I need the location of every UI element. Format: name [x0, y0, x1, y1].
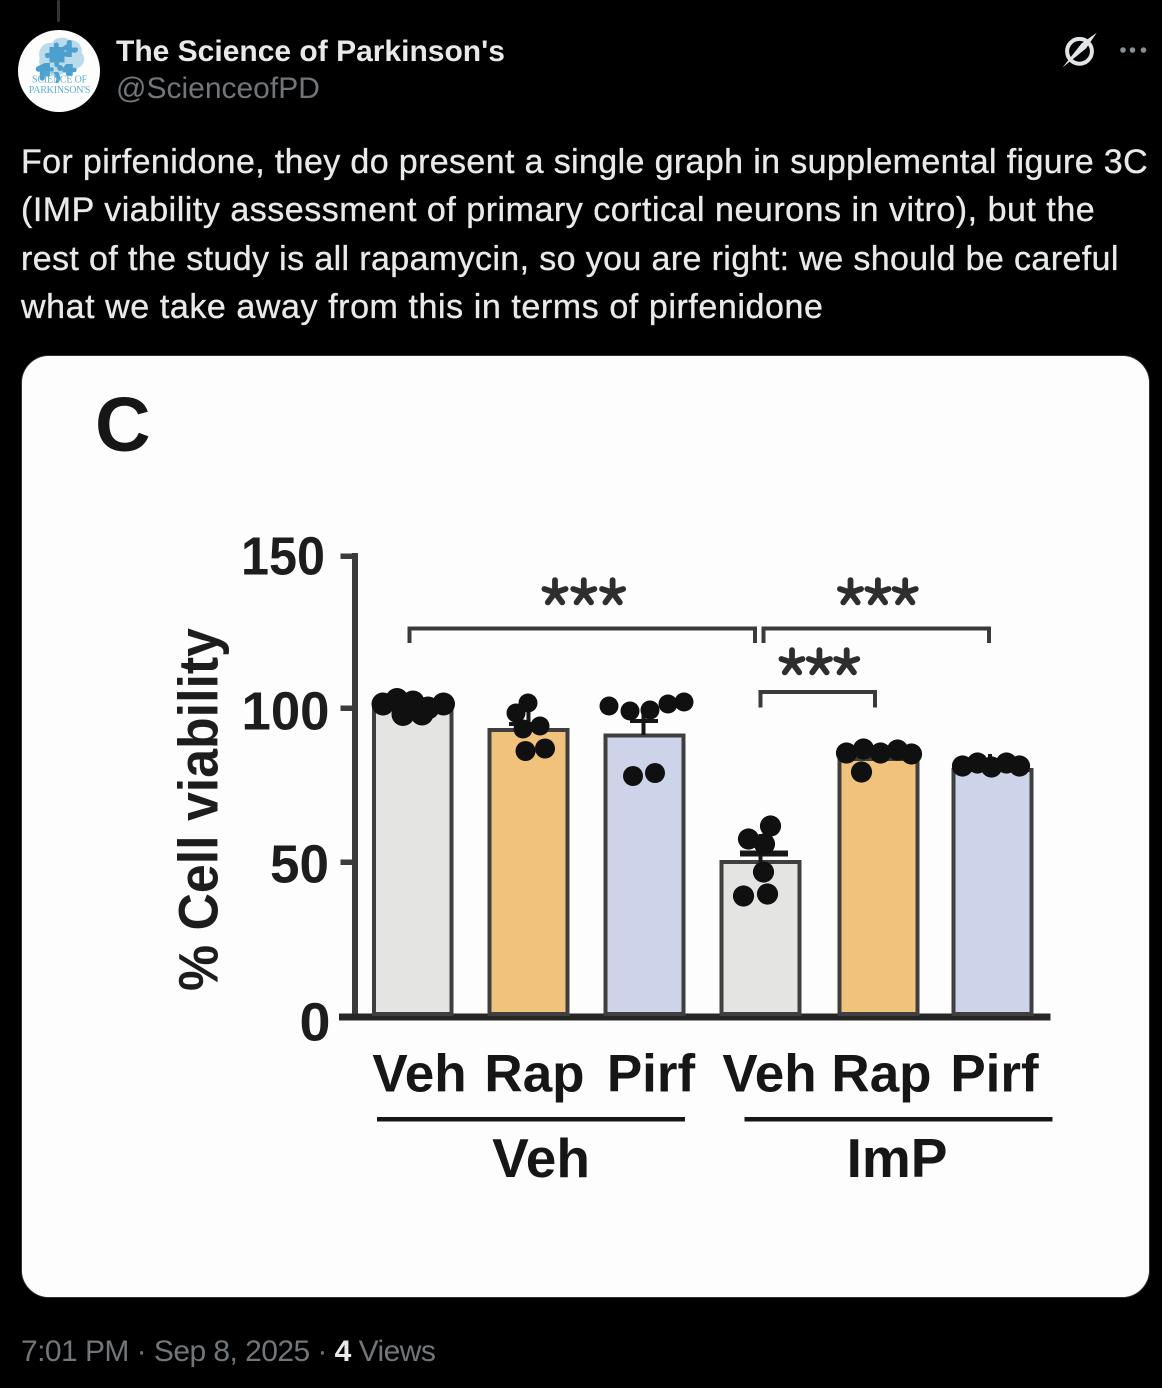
svg-text:Veh: Veh	[372, 1045, 466, 1104]
svg-text:Pirf: Pirf	[607, 1045, 696, 1104]
svg-text:Pirf: Pirf	[950, 1045, 1039, 1104]
svg-text:150: 150	[241, 527, 325, 587]
svg-text:ImP: ImP	[847, 1127, 948, 1189]
svg-text:50: 50	[270, 835, 329, 895]
svg-text:0: 0	[300, 993, 331, 1053]
svg-text:Rap: Rap	[484, 1045, 584, 1104]
svg-text:100: 100	[242, 682, 330, 742]
svg-text:Veh: Veh	[492, 1127, 590, 1189]
svg-text:Rap: Rap	[831, 1045, 931, 1104]
svg-text:C: C	[95, 382, 151, 468]
svg-text:% Cell viability: % Cell viability	[167, 628, 230, 991]
svg-text:Veh: Veh	[722, 1045, 816, 1104]
svg-text:THE: THE	[43, 71, 54, 77]
svg-text:PARKINSON'S: PARKINSON'S	[29, 85, 90, 96]
svg-text:SCIENCE OF: SCIENCE OF	[32, 75, 88, 86]
